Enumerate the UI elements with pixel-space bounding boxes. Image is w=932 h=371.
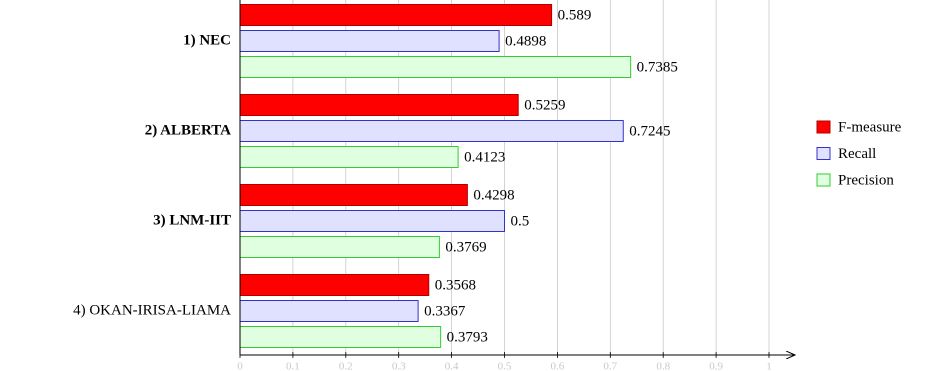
bar — [239, 94, 519, 116]
category-label: 2) ALBERTA — [145, 122, 231, 138]
bar — [239, 56, 632, 78]
value-label: 0.3568 — [435, 277, 476, 293]
value-label: 0.7385 — [637, 59, 678, 75]
bars: 0.589 0.4898 0.7385 0.5259 0.7245 0.4123 0.429… — [239, 4, 678, 348]
value-label: 0.4298 — [473, 187, 514, 203]
legend: F-measure Recall Precision — [816, 119, 902, 188]
value-label: 0.5259 — [524, 97, 565, 113]
legend-swatch — [816, 147, 831, 160]
x-tick-label: 0.5 — [498, 361, 512, 371]
bar — [239, 326, 442, 348]
bar — [239, 274, 430, 296]
bar — [239, 120, 624, 142]
bar — [239, 30, 500, 52]
value-label: 0.3793 — [447, 329, 488, 345]
bar — [239, 146, 459, 168]
legend-label: Precision — [838, 172, 894, 188]
bar — [239, 210, 505, 232]
value-label: 0.3769 — [445, 239, 486, 255]
x-tick-label: 0.4 — [445, 361, 459, 371]
bar — [239, 236, 440, 258]
category-label: 1) NEC — [183, 32, 231, 48]
bar — [239, 184, 468, 206]
value-label: 0.589 — [558, 7, 592, 23]
x-tick-label: 0.9 — [709, 361, 723, 371]
x-tick-label: 0.1 — [286, 361, 300, 371]
legend-label: Recall — [838, 146, 876, 162]
legend-label: F-measure — [838, 119, 902, 135]
x-tick-label: 0.2 — [339, 361, 353, 371]
x-tick-label: 1 — [766, 361, 772, 371]
value-label: 0.3367 — [424, 303, 466, 319]
value-label: 0.4898 — [505, 33, 546, 49]
bar — [239, 4, 553, 26]
x-tick-label: 0 — [237, 361, 243, 371]
category-label: 4) OKAN-IRISA-LIAMA — [73, 302, 231, 318]
value-label: 0.4123 — [464, 149, 505, 165]
x-tick-label: 0.8 — [656, 361, 670, 371]
category-label: 3) LNM-IIT — [153, 212, 231, 228]
legend-swatch — [816, 173, 831, 187]
value-label: 0.7245 — [629, 123, 670, 139]
x-tick-label: 0.6 — [551, 361, 565, 371]
legend-swatch — [816, 120, 831, 134]
value-label: 0.5 — [511, 213, 530, 229]
x-tick-label: 0.7 — [603, 361, 617, 371]
bar — [239, 300, 419, 322]
x-tick-label: 0.3 — [392, 361, 406, 371]
